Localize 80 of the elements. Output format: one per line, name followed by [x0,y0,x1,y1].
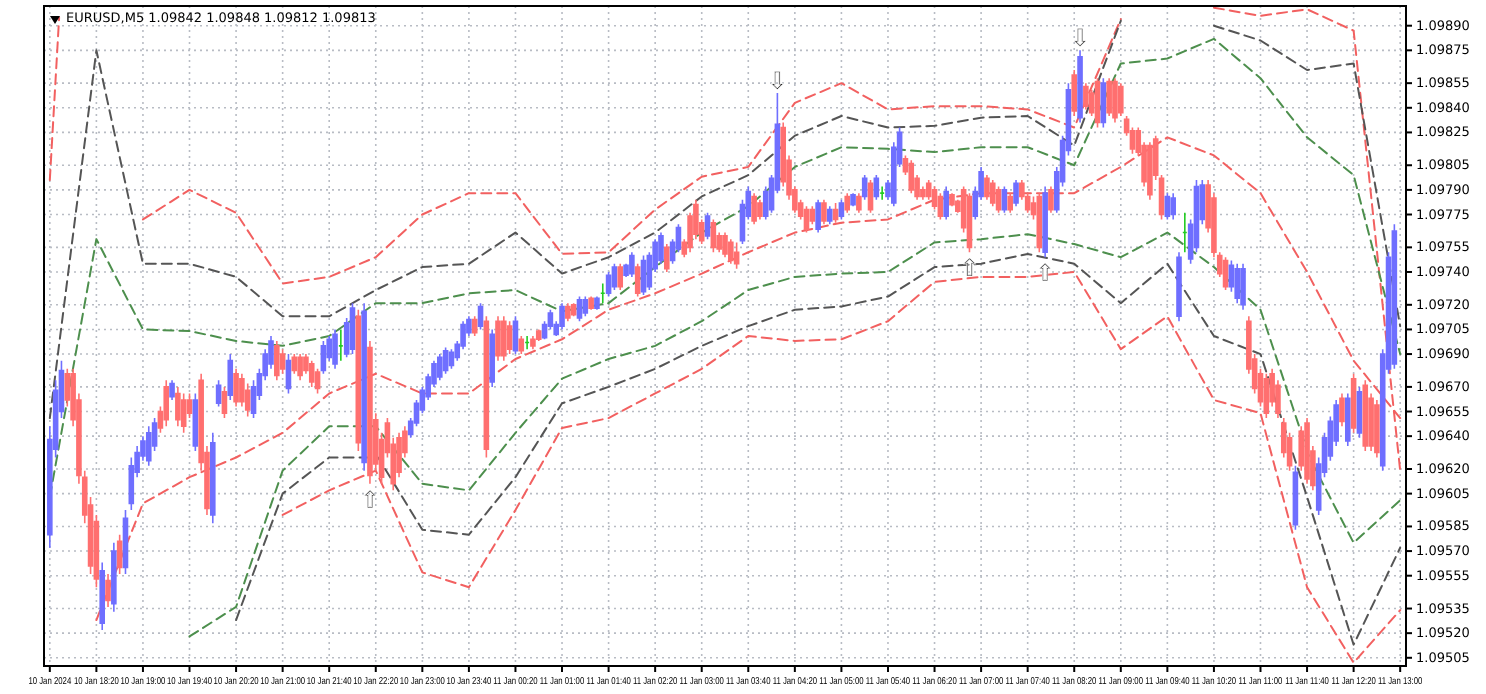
candlestick [559,302,565,331]
candlestick [629,251,635,278]
candlestick [826,205,833,226]
candlestick [367,340,373,485]
candlestick [879,185,885,201]
candlestick [1240,262,1246,311]
candlestick [984,174,990,201]
candlestick [565,302,571,323]
candlestick [617,262,624,291]
candlestick [908,159,915,194]
candlestick [1077,49,1083,124]
candlestick [844,192,851,214]
candlestick [989,179,996,208]
candlestick [949,192,955,208]
candlestick [244,382,251,418]
candlestick [1112,77,1118,124]
candlestick [361,302,367,472]
candlestick [535,328,542,342]
candlestick [1304,417,1310,485]
candlestick [1339,392,1345,428]
candlestick [733,241,740,270]
candlestick [209,432,216,524]
candlestick [524,335,530,350]
candlestick [663,243,670,273]
candlestick [175,386,181,428]
annotation: ⇧ [359,485,381,514]
candlestick [495,315,501,362]
candlestick [1147,141,1153,201]
annotation: ⇩ [767,67,788,96]
candlestick [599,282,606,304]
candlestick [1007,192,1014,214]
candlestick [99,561,106,631]
candlestick [518,335,525,355]
candlestick [1083,82,1089,111]
annotation: ⇧ [959,254,980,283]
candlestick [821,198,827,226]
candlestick [501,315,507,362]
candlestick [436,353,443,382]
annotation: ⇩ [1069,24,1091,53]
candlestick [169,379,175,401]
candlestick [1117,82,1124,117]
candlestick [594,295,600,311]
candlestick [943,185,949,221]
candlestick [163,379,170,428]
candlestick [338,328,344,362]
candlestick [471,315,478,337]
candlestick [291,353,298,375]
candlestick [588,295,594,311]
candlestick [850,192,856,208]
candlestick [728,238,734,265]
candlestick [1042,185,1048,258]
candlestick [815,198,821,234]
candlestick [274,340,280,382]
candlestick [233,368,239,408]
candlestick [658,231,664,265]
candlestick [239,372,245,408]
candlestick [1170,192,1176,221]
candlestick [1071,69,1078,117]
candlestick [1344,392,1351,447]
candlestick [856,192,862,214]
candlestick [757,198,763,221]
candlestick [1374,399,1380,459]
candlestick [722,231,728,258]
candlestick [1362,379,1369,452]
candlestick [1234,262,1241,304]
candlestick [145,425,152,467]
candlestick [530,335,536,350]
candlestick [1048,185,1054,214]
candlestick [1013,179,1019,208]
candlestick [111,542,117,613]
candlestick [105,573,111,608]
candlestick [1182,212,1188,254]
candlestick [308,359,315,388]
candlestick [489,328,495,388]
candlestick [1176,251,1182,323]
candlestick [1106,77,1112,117]
candlestick [332,328,338,370]
candlestick [227,353,234,401]
candlestick [751,192,757,226]
candlestick [297,353,303,382]
